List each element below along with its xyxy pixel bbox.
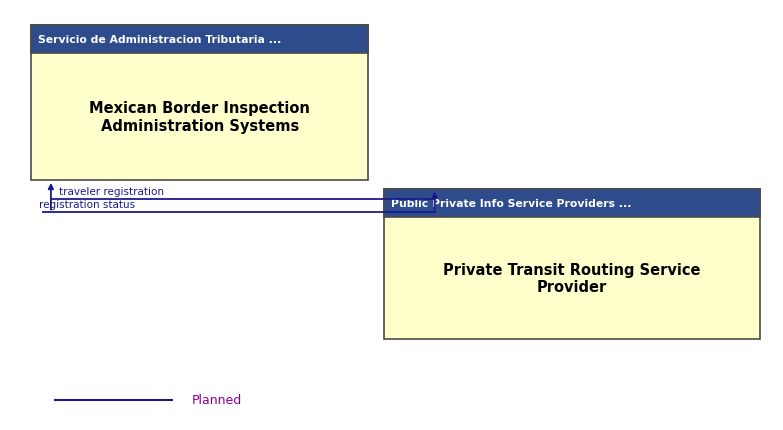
Text: Mexican Border Inspection
Administration Systems: Mexican Border Inspection Administration… [89,101,310,133]
Text: registration status: registration status [39,200,135,209]
Text: Public Private Info Service Providers ...: Public Private Info Service Providers ..… [392,198,632,208]
Bar [384,189,760,340]
Text: Private Transit Routing Service
Provider: Private Transit Routing Service Provider [443,262,700,295]
Text: Servicio de Administracion Tributaria ...: Servicio de Administracion Tributaria ..… [38,35,281,45]
Text: Planned: Planned [192,393,242,406]
Bar [384,189,760,217]
Bar [31,26,368,181]
Text: traveler registration: traveler registration [59,187,164,197]
Bar [31,26,368,54]
